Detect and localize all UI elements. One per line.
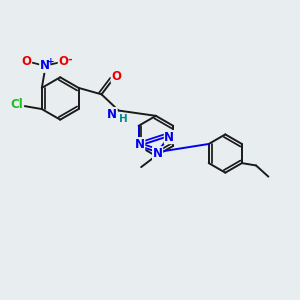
Text: N: N: [164, 130, 174, 143]
Text: -: -: [68, 55, 72, 64]
Text: O: O: [58, 55, 68, 68]
Text: O: O: [111, 70, 121, 83]
Text: N: N: [153, 147, 163, 160]
Text: Cl: Cl: [10, 98, 23, 111]
Text: N: N: [107, 108, 117, 121]
Text: O: O: [22, 55, 32, 68]
Text: H: H: [119, 114, 128, 124]
Text: N: N: [135, 138, 145, 151]
Text: +: +: [47, 57, 55, 66]
Text: N: N: [40, 59, 50, 72]
